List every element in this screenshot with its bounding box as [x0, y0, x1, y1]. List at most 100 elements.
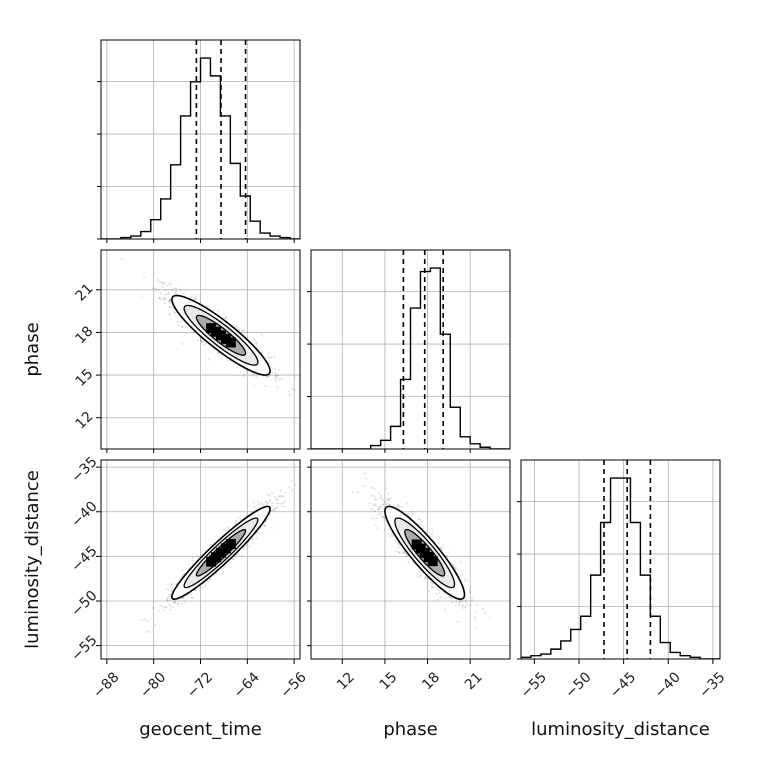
sample-point — [368, 502, 371, 505]
sample-point — [231, 558, 234, 561]
y-tick-label-luminosity_distance: −50 — [68, 588, 100, 620]
sample-point — [373, 495, 376, 498]
sample-point — [407, 561, 410, 564]
sample-point — [213, 309, 216, 312]
sample-point — [411, 510, 414, 513]
sample-point — [236, 553, 239, 556]
sample-point — [386, 499, 389, 502]
sample-point — [464, 606, 467, 609]
sample-point — [225, 357, 228, 360]
x-axis-label-phase: phase — [383, 719, 437, 740]
sample-point — [465, 600, 468, 603]
sample-point — [403, 552, 406, 555]
sample-point — [280, 503, 283, 506]
x-tick-label-luminosity_distance: −50 — [562, 669, 594, 701]
sample-point — [471, 597, 474, 600]
sample-point — [192, 556, 195, 559]
sample-point — [182, 292, 185, 295]
density-cell — [225, 538, 236, 549]
sample-point — [458, 600, 461, 603]
sample-point — [229, 561, 232, 564]
sample-point — [274, 376, 277, 379]
density-cell — [225, 337, 236, 348]
sample-point — [416, 576, 419, 579]
sample-point — [220, 358, 223, 361]
sample-point — [293, 389, 296, 392]
sample-point — [274, 374, 277, 377]
sample-point — [276, 498, 279, 501]
sample-point — [232, 558, 235, 561]
sample-point — [274, 507, 277, 510]
sample-point — [169, 594, 172, 597]
sample-point — [398, 551, 401, 554]
sample-point — [272, 509, 275, 512]
sample-point — [251, 542, 254, 545]
sample-point — [168, 595, 171, 598]
sample-point — [459, 575, 462, 578]
sample-point — [383, 500, 386, 503]
sample-point — [166, 284, 169, 287]
sample-point — [375, 517, 378, 520]
sample-point — [255, 537, 258, 540]
sample-point — [276, 386, 279, 389]
sample-point — [158, 288, 161, 291]
sample-point — [239, 371, 242, 374]
sample-point — [170, 582, 173, 585]
sample-point — [431, 585, 434, 588]
sample-point — [168, 599, 171, 602]
sample-point — [168, 313, 171, 316]
sample-point — [420, 521, 423, 524]
sample-point — [389, 497, 392, 500]
density-cell — [427, 556, 438, 567]
sample-point — [465, 603, 468, 606]
sample-point — [434, 585, 437, 588]
sample-point — [278, 378, 281, 381]
sample-point — [470, 599, 473, 602]
sample-point — [160, 604, 163, 607]
sample-point — [437, 541, 440, 544]
sample-point — [169, 302, 172, 305]
sample-point — [268, 356, 271, 359]
sample-point — [454, 604, 457, 607]
panel-border — [310, 459, 511, 660]
sample-point — [224, 529, 227, 532]
sample-point — [166, 599, 169, 602]
sample-point — [190, 593, 193, 596]
sample-point — [371, 504, 374, 507]
sample-point — [275, 506, 278, 509]
sample-point — [395, 550, 398, 553]
sample-point — [168, 604, 171, 607]
sample-point — [446, 555, 449, 558]
sample-point — [264, 356, 267, 359]
sample-point — [447, 551, 450, 554]
sample-point — [464, 600, 467, 603]
sample-point — [406, 512, 409, 515]
x-tick-label-geocent_time: −88 — [90, 669, 122, 701]
sample-point — [309, 456, 311, 458]
sample-point — [175, 290, 178, 293]
y-tick-label-luminosity_distance: −45 — [68, 543, 100, 575]
sample-point — [431, 586, 434, 589]
y-tick-label-phase: 18 — [73, 323, 97, 347]
sample-point — [234, 556, 237, 559]
sample-point — [441, 547, 444, 550]
sample-point — [265, 504, 268, 507]
hist-panel-luminosity_distance — [517, 459, 721, 660]
sample-point — [277, 495, 280, 498]
sample-point — [200, 339, 203, 342]
sample-point — [290, 480, 293, 483]
sample-point — [267, 493, 270, 496]
sample-point — [424, 576, 427, 579]
sample-point — [162, 298, 165, 301]
sample-point — [405, 502, 408, 505]
sample-point — [273, 355, 276, 358]
sample-point — [167, 293, 170, 296]
sample-point — [164, 297, 167, 300]
sample-point — [271, 502, 274, 505]
sample-point — [173, 287, 176, 290]
sample-point — [450, 597, 453, 600]
sample-point — [255, 341, 258, 344]
sample-point — [405, 555, 408, 558]
sample-point — [162, 605, 165, 608]
sample-point — [441, 544, 444, 547]
